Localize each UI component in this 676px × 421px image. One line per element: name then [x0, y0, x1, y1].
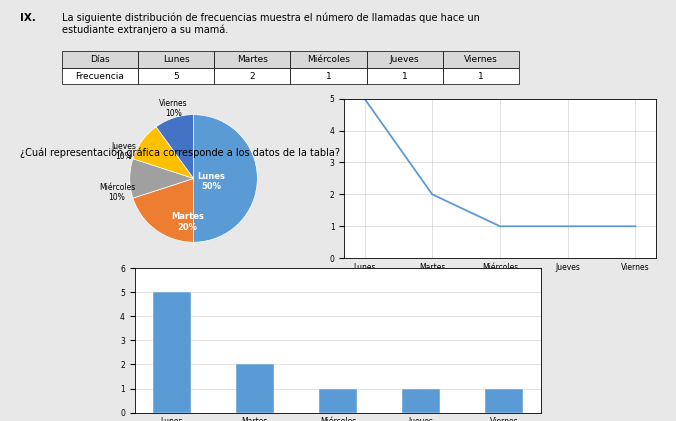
Wedge shape — [156, 115, 193, 179]
Text: Viernes
10%: Viernes 10% — [159, 99, 187, 118]
Bar — [402, 389, 440, 413]
Text: Martes
20%: Martes 20% — [171, 212, 203, 232]
Text: Lunes
50%: Lunes 50% — [197, 172, 225, 191]
Bar — [485, 389, 523, 413]
Text: Jueves
10%: Jueves 10% — [111, 142, 136, 161]
Bar — [236, 365, 274, 413]
Bar — [319, 389, 357, 413]
Text: Miércoles
10%: Miércoles 10% — [99, 183, 135, 202]
Text: ¿Cuál representación gráfica corresponde a los datos de la tabla?: ¿Cuál representación gráfica corresponde… — [20, 147, 340, 158]
Wedge shape — [193, 115, 258, 242]
Text: IX.: IX. — [20, 13, 36, 23]
Wedge shape — [130, 159, 193, 198]
Wedge shape — [133, 179, 193, 242]
Wedge shape — [133, 127, 193, 179]
Bar — [153, 292, 191, 413]
Text: La siguiente distribución de frecuencias muestra el número de llamadas que hace : La siguiente distribución de frecuencias… — [62, 13, 479, 35]
